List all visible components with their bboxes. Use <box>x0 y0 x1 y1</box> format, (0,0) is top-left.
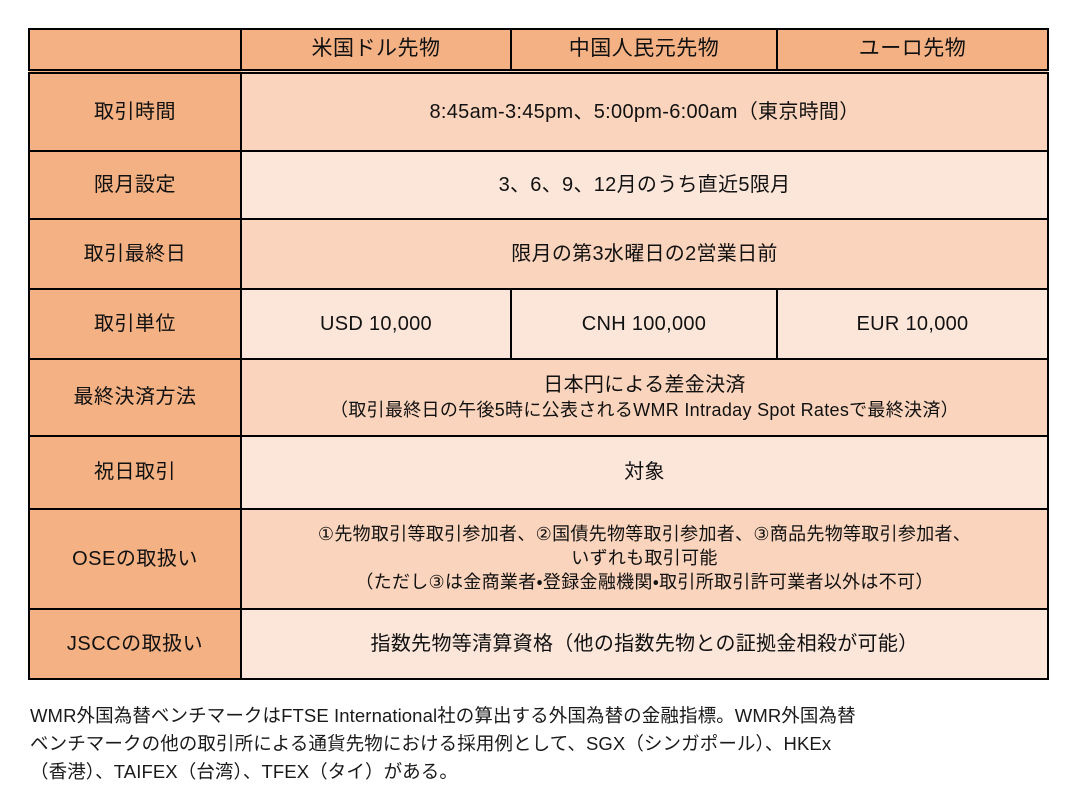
futures-spec-table: 米国ドル先物 中国人民元先物 ユーロ先物 取引時間 8:45am-3:45pm、… <box>28 28 1049 680</box>
final-settlement-line-2: （取引最終日の午後5時に公表されるWMR Intraday Spot Rates… <box>330 399 959 420</box>
row-value-trading-unit-cnh: CNH 100,000 <box>510 288 778 360</box>
footnote-line-3: （香港）、TAIFEX（台湾）、TFEX（タイ）がある。 <box>30 761 458 783</box>
row-value-trading-unit-usd: USD 10,000 <box>240 288 512 360</box>
row-label-last-trading-day: 取引最終日 <box>28 218 242 290</box>
row-label-contract-months: 限月設定 <box>28 150 242 220</box>
table-row-contract-months: 限月設定 3、6、9、12月のうち直近5限月 <box>28 150 1049 220</box>
table-row-final-settlement: 最終決済方法 日本円による差金決済 （取引最終日の午後5時に公表されるWMR I… <box>28 358 1049 437</box>
row-label-holiday-trading: 祝日取引 <box>28 435 242 510</box>
table-row-last-trading-day: 取引最終日 限月の第3水曜日の2営業日前 <box>28 218 1049 290</box>
footnote-line-2: ベンチマークの他の取引所による通貨先物における採用例として、SGX（シンガポール… <box>30 733 832 755</box>
row-value-ose-handling: ①先物取引等取引参加者、②国債先物等取引参加者、③商品先物等取引参加者、 いずれ… <box>240 508 1049 610</box>
row-value-trading-hours: 8:45am-3:45pm、5:00pm-6:00am（東京時間） <box>240 70 1049 152</box>
footnote-text: WMR外国為替ベンチマークはFTSE International社の算出する外国… <box>30 702 1050 786</box>
table-row-trading-hours: 取引時間 8:45am-3:45pm、5:00pm-6:00am（東京時間） <box>28 70 1049 152</box>
ose-line-1: ①先物取引等取引参加者、②国債先物等取引参加者、③商品先物等取引参加者、 <box>317 524 972 545</box>
row-value-trading-unit-eur: EUR 10,000 <box>776 288 1049 360</box>
header-col-eur: ユーロ先物 <box>776 28 1049 74</box>
row-value-final-settlement: 日本円による差金決済 （取引最終日の午後5時に公表されるWMR Intraday… <box>240 358 1049 437</box>
header-blank-cell <box>28 28 242 74</box>
table-header-row: 米国ドル先物 中国人民元先物 ユーロ先物 <box>28 28 1049 74</box>
row-label-final-settlement: 最終決済方法 <box>28 358 242 437</box>
row-label-ose-handling: OSEの取扱い <box>28 508 242 610</box>
table-row-trading-unit: 取引単位 USD 10,000 CNH 100,000 EUR 10,000 <box>28 288 1049 360</box>
ose-line-3: （ただし③は金商業者・登録金融機関・取引所取引許可業者以外は不可） <box>355 571 934 592</box>
row-label-trading-unit: 取引単位 <box>28 288 242 360</box>
header-col-cnh: 中国人民元先物 <box>510 28 778 74</box>
row-value-holiday-trading: 対象 <box>240 435 1049 510</box>
final-settlement-line-1: 日本円による差金決済 <box>543 374 746 397</box>
footnote-line-1: WMR外国為替ベンチマークはFTSE International社の算出する外国… <box>30 705 856 726</box>
table-row-holiday-trading: 祝日取引 対象 <box>28 435 1049 510</box>
row-value-contract-months: 3、6、9、12月のうち直近5限月 <box>240 150 1049 220</box>
row-label-trading-hours: 取引時間 <box>28 70 242 152</box>
row-value-jscc-handling: 指数先物等清算資格（他の指数先物との証拠金相殺が可能） <box>240 608 1049 680</box>
row-label-jscc-handling: JSCCの取扱い <box>28 608 242 680</box>
ose-line-2: いずれも取引可能 <box>571 548 718 569</box>
row-value-last-trading-day: 限月の第3水曜日の2営業日前 <box>240 218 1049 290</box>
header-col-usd: 米国ドル先物 <box>240 28 512 74</box>
table-row-ose-handling: OSEの取扱い ①先物取引等取引参加者、②国債先物等取引参加者、③商品先物等取引… <box>28 508 1049 610</box>
table-row-jscc-handling: JSCCの取扱い 指数先物等清算資格（他の指数先物との証拠金相殺が可能） <box>28 608 1049 680</box>
